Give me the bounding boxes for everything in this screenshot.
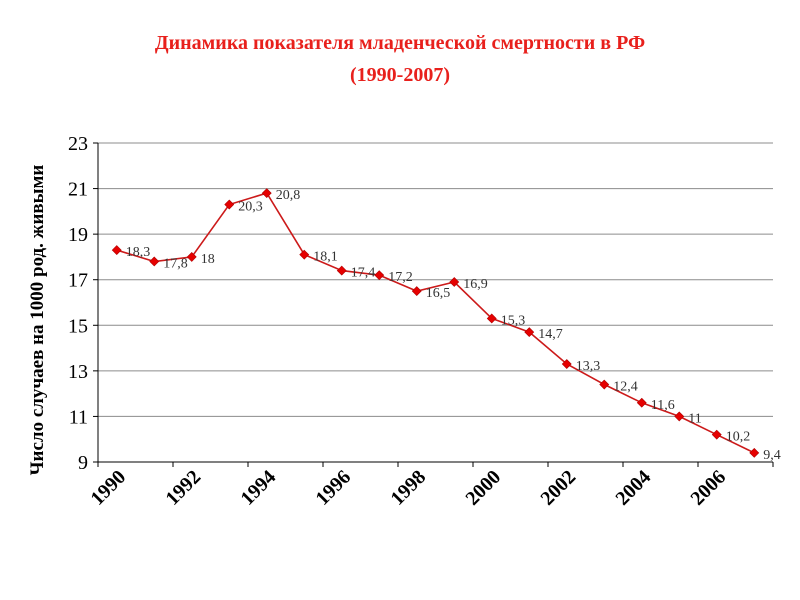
- data-point: [224, 199, 235, 210]
- data-label: 16,9: [463, 277, 488, 292]
- series-line: [116, 192, 755, 454]
- x-tick-label: 2002: [536, 466, 580, 510]
- data-point: [411, 286, 422, 297]
- data-label: 17,2: [388, 270, 413, 285]
- chart-title-line-1: Динамика показателя младенческой смертно…: [154, 32, 646, 54]
- x-tick-label: 2006: [686, 466, 730, 510]
- x-tick-label: 2000: [461, 466, 505, 510]
- data-label: 15,3: [501, 313, 526, 328]
- data-point: [261, 188, 272, 199]
- data-point: [749, 447, 760, 458]
- data-label: 20,8: [276, 188, 301, 203]
- data-point: [299, 249, 310, 260]
- data-point: [149, 256, 160, 267]
- data-label: 11: [688, 411, 701, 426]
- data-label: 14,7: [538, 327, 563, 342]
- data-label: 18,3: [126, 245, 151, 260]
- x-tick-label: 1998: [386, 466, 430, 510]
- data-label: 17,8: [163, 256, 188, 271]
- data-label: 18: [201, 252, 215, 267]
- data-point: [186, 252, 197, 262]
- y-tick-label: 9: [78, 452, 88, 474]
- data-point: [711, 429, 722, 440]
- x-tick-label: 2004: [611, 466, 655, 510]
- y-tick-label: 23: [68, 133, 88, 155]
- data-point: [374, 270, 385, 281]
- y-tick-label: 11: [69, 406, 88, 428]
- data-label: 20,3: [238, 200, 263, 215]
- chart-title: Динамика показателя младенческой смертно…: [0, 27, 800, 91]
- x-tick-label: 1996: [311, 466, 355, 510]
- x-tick-label: 1990: [86, 466, 130, 510]
- data-point: [111, 245, 122, 256]
- data-point: [524, 327, 535, 338]
- data-point: [636, 397, 647, 408]
- data-label: 11,6: [651, 398, 675, 413]
- data-point: [449, 277, 460, 287]
- data-label: 13,3: [576, 359, 601, 374]
- data-label: 18,1: [313, 250, 338, 265]
- x-tick-label: 1994: [236, 466, 280, 510]
- data-label: 16,5: [426, 286, 451, 301]
- x-tick-label: 1992: [161, 466, 205, 510]
- data-point: [674, 411, 685, 422]
- data-label: 12,4: [613, 380, 638, 395]
- data-label: 17,4: [351, 266, 376, 281]
- data-label: 10,2: [726, 430, 751, 445]
- data-point: [336, 265, 347, 276]
- chart-title-line-2: (1990-2007): [350, 64, 450, 86]
- y-tick-label: 19: [68, 224, 88, 246]
- y-tick-label: 21: [68, 179, 88, 201]
- y-tick-label: 13: [68, 361, 88, 383]
- data-point: [561, 359, 572, 369]
- data-label: 9,4: [763, 448, 781, 463]
- y-tick-label: 17: [68, 270, 88, 292]
- y-tick-label: 15: [68, 315, 88, 337]
- data-point: [486, 313, 497, 324]
- data-point: [599, 379, 610, 390]
